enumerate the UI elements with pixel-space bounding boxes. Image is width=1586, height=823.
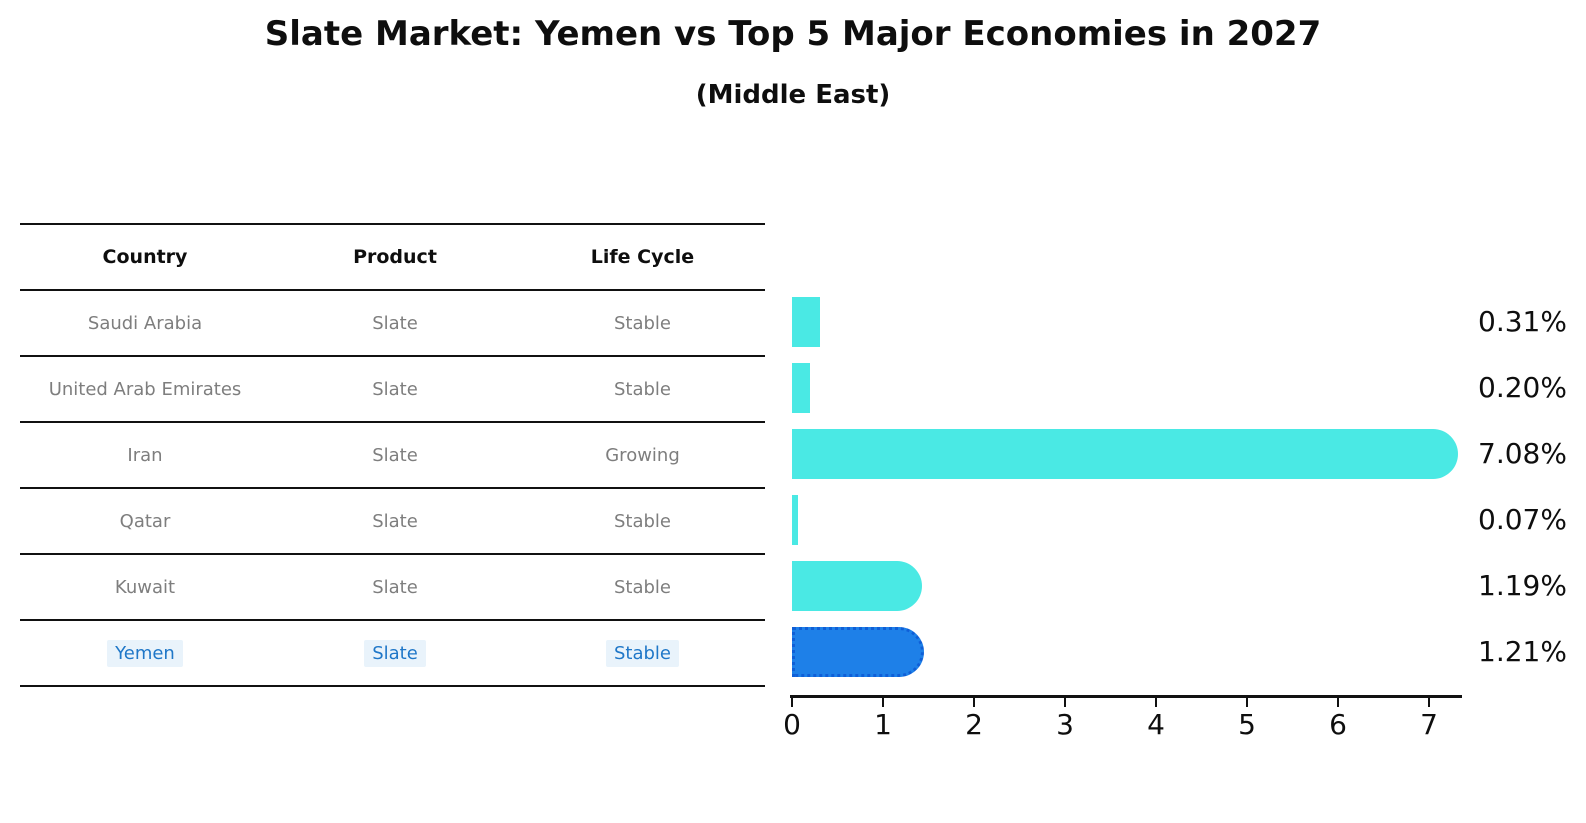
x-tick-label: 3 [1056, 708, 1074, 741]
table-cell: Yemen [20, 639, 270, 667]
x-tick-label: 0 [783, 708, 801, 741]
x-tick-mark [1064, 698, 1066, 707]
table-cell: Kuwait [114, 576, 176, 598]
bar-iran [792, 429, 1459, 479]
table-row-saudi-arabia: Saudi Arabia Slate Stable [20, 291, 765, 357]
table-row-iran: Iran Slate Growing [20, 423, 765, 489]
value-label-united-arab-emirates: 0.20% [1478, 371, 1567, 404]
table-cell: Stable [613, 312, 671, 334]
x-tick-mark [973, 698, 975, 707]
bar-qatar [792, 495, 799, 545]
table-cell: Iran [127, 444, 163, 466]
table-cell: Stable [613, 576, 671, 598]
table-cell: Slate [372, 576, 418, 598]
table-cell: Slate [372, 444, 418, 466]
x-axis-line [790, 695, 1462, 698]
column-header: Product [353, 246, 437, 268]
x-tick-mark [791, 698, 793, 707]
table-cell: Stable [520, 639, 765, 667]
country-table: Country Product Life Cycle Saudi Arabia Slat… [20, 223, 765, 687]
x-tick-mark [882, 698, 884, 707]
table-cell: Stable [613, 510, 671, 532]
x-tick-mark [1428, 698, 1430, 707]
table-cell: United Arab Emirates [48, 378, 242, 400]
column-header: Life Cycle [590, 246, 695, 268]
value-label-saudi-arabia: 0.31% [1478, 305, 1567, 338]
table-cell: Slate [372, 378, 418, 400]
x-tick-label: 7 [1420, 708, 1438, 741]
table-row-united-arab-emirates: United Arab Emirates Slate Stable [20, 357, 765, 423]
table-cell: Growing [605, 444, 680, 466]
bar-saudi-arabia [792, 297, 821, 347]
x-tick-label: 6 [1329, 708, 1347, 741]
value-label-iran: 7.08% [1478, 437, 1567, 470]
table-header-row: Country Product Life Cycle [20, 225, 765, 291]
table-row-yemen: Yemen Slate Stable [20, 621, 765, 687]
table-row-qatar: Qatar Slate Stable [20, 489, 765, 555]
table-row-kuwait: Kuwait Slate Stable [20, 555, 765, 621]
column-header: Country [102, 246, 188, 268]
x-tick-label: 4 [1147, 708, 1165, 741]
table-cell: Stable [613, 378, 671, 400]
x-tick-label: 5 [1238, 708, 1256, 741]
table-cell: Saudi Arabia [87, 312, 203, 334]
chart-title: Slate Market: Yemen vs Top 5 Major Econo… [264, 14, 1322, 54]
table-cell: Slate [372, 510, 418, 532]
x-tick-mark [1155, 698, 1157, 707]
table-cell: Qatar [119, 510, 171, 532]
table-cell: Slate [270, 639, 520, 667]
value-label-kuwait: 1.19% [1478, 569, 1567, 602]
x-tick-mark [1337, 698, 1339, 707]
value-label-qatar: 0.07% [1478, 503, 1567, 536]
bar-kuwait [792, 561, 923, 611]
x-tick-mark [1246, 698, 1248, 707]
table-cell: Slate [372, 312, 418, 334]
x-tick-label: 2 [965, 708, 983, 741]
value-label-yemen: 1.21% [1478, 635, 1567, 668]
bar-united-arab-emirates [792, 363, 811, 413]
chart-subtitle: (Middle East) [695, 80, 891, 110]
x-tick-label: 1 [874, 708, 892, 741]
bar-yemen [792, 627, 925, 677]
